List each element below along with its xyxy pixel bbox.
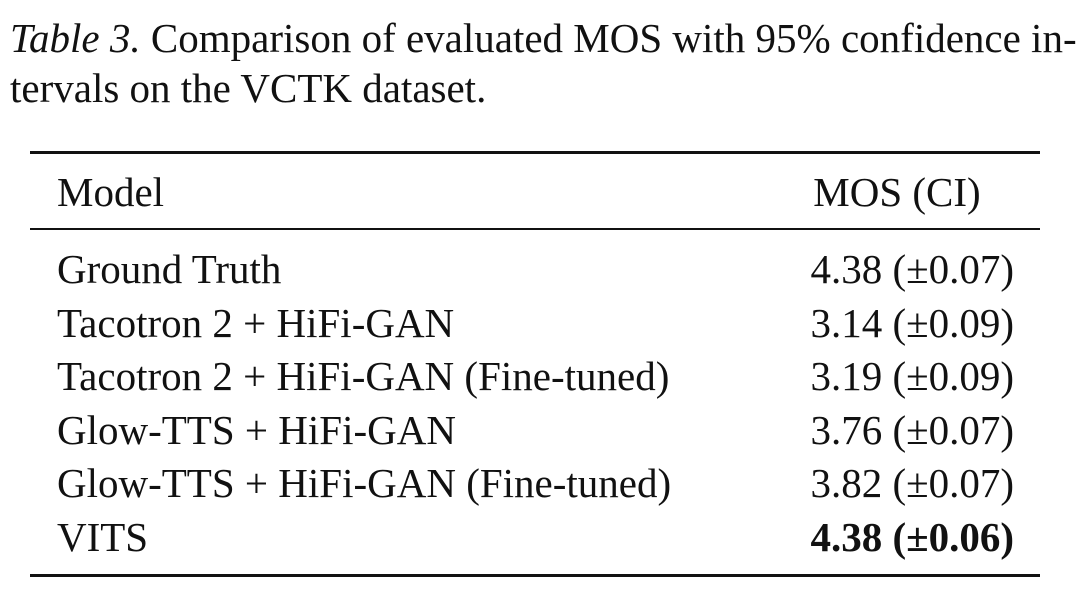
mos-cell: 4.38 (±0.06) (810, 514, 1014, 560)
caption-line: Table 3. Comparison of evaluated MOS wit… (10, 18, 1077, 59)
model-cell: Glow-TTS + HiFi-GAN (Fine-tuned) (57, 460, 672, 507)
model-cell: Glow-TTS + HiFi-GAN (57, 406, 456, 453)
header-cell: Model (57, 169, 165, 215)
caption-label: Table 3. (10, 15, 141, 61)
mos-cell: 4.38 (±0.07) (810, 246, 1014, 292)
mos-cell: 3.14 (±0.09) (810, 299, 1014, 346)
top-rule (30, 151, 1040, 154)
model-cell: Tacotron 2 + HiFi-GAN (57, 299, 455, 346)
caption-text: Comparison of evaluated MOS with 95% con… (150, 15, 1077, 61)
mos-cell: 3.19 (±0.09) (810, 353, 1014, 400)
model-cell: Tacotron 2 + HiFi-GAN (Fine-tuned) (57, 353, 670, 400)
header-cell: MOS (CI) (813, 169, 981, 215)
mos-cell: 3.82 (±0.07) (810, 460, 1014, 507)
caption-text: tervals on the VCTK dataset. (10, 65, 487, 111)
mid-rule (30, 228, 1040, 230)
model-cell: Ground Truth (57, 246, 282, 292)
model-cell: VITS (57, 514, 149, 560)
mos-cell: 3.76 (±0.07) (810, 406, 1014, 453)
bottom-rule (30, 574, 1040, 577)
